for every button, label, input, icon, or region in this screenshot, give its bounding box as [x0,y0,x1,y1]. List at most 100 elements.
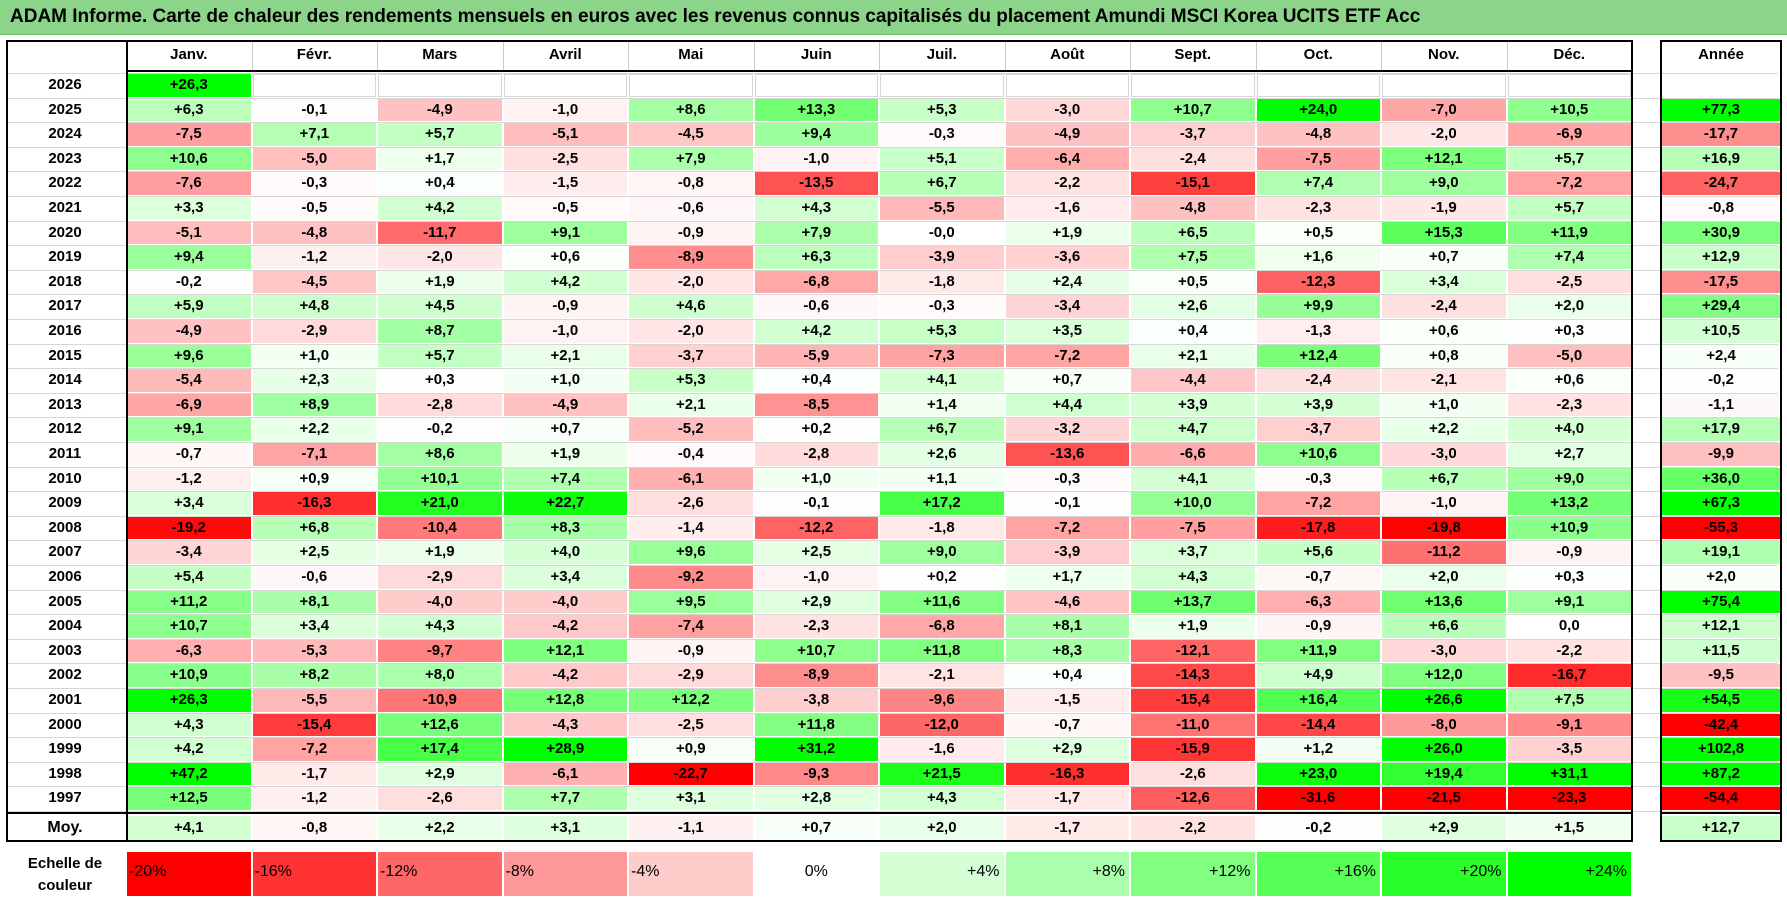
heatmap-cell: -4,2 [503,664,627,687]
row-gridline [6,196,1778,197]
heatmap-cell: -3,8 [754,689,878,712]
heatmap-cell: -3,4 [1005,295,1129,318]
heatmap-cell: -13,6 [1005,443,1129,466]
annual-cell: +67,3 [1661,492,1781,515]
heatmap-cell: +10,7 [754,639,878,663]
annual-cell: +36,0 [1661,467,1781,491]
row-year-label: 2004 [48,617,82,635]
heatmap-cell: +2,5 [252,541,376,564]
heatmap-cell: +4,8 [252,295,376,318]
heatmap-cell: -1,0 [503,98,627,122]
heatmap-cell: -7,2 [1005,516,1129,540]
heatmap-cell: +0,2 [754,418,878,441]
heatmap-cell: -9,1 [1507,713,1631,737]
heatmap-cell: +12,0 [1382,664,1506,687]
heatmap-cell: -11,2 [1382,541,1506,564]
heatmap-cell: -0,9 [629,221,753,245]
heatmap-cell: +6,7 [1382,467,1506,491]
heatmap-cell: +5,3 [880,98,1004,122]
heatmap-cell: +1,4 [880,393,1004,417]
row-year-label: 2023 [48,149,82,167]
heatmap-cell: -2,4 [1131,147,1255,171]
heatmap-cell: +2,6 [1131,295,1255,318]
heatmap-cell: +4,2 [503,270,627,294]
heatmap-cell: -31,6 [1256,787,1380,810]
heatmap-cell: +2,7 [1507,443,1631,466]
heatmap-cell: -1,2 [252,787,376,810]
heatmap-cell: +2,2 [252,418,376,441]
heatmap-cell [880,74,1004,97]
heatmap-cell: +10,9 [127,664,251,687]
heatmap-cell: -4,3 [503,713,627,737]
column-header: Juil. [879,40,1006,70]
heatmap-cell: +10,5 [1507,98,1631,122]
color-scale-cell: +4% [880,852,1004,896]
heatmap-cell: -1,6 [880,738,1004,761]
heatmap-cell: -0,6 [252,566,376,589]
row-gridline [6,811,1778,812]
heatmap-cell: -2,0 [1382,123,1506,146]
color-scale-cell: +20% [1382,852,1506,896]
heatmap-cell: +0,5 [1256,221,1380,245]
heatmap-cell: -6,4 [1005,147,1129,171]
heatmap-cell: -0,3 [1005,467,1129,491]
heatmap-cell [378,74,502,97]
heatmap-cell: +2,3 [252,369,376,392]
heatmap-cell: -4,9 [127,320,251,343]
heatmap-cell: +6,6 [1382,615,1506,638]
heatmap-cell: -7,0 [1382,98,1506,122]
heatmap-cell: -19,2 [127,516,251,540]
column-header: Déc. [1553,46,1586,63]
heatmap-cell: +6,8 [252,516,376,540]
heatmap-cell: +11,2 [127,590,251,614]
heatmap-cell [629,74,753,97]
heatmap-cell: -5,5 [880,197,1004,220]
heatmap-cell: +9,5 [629,590,753,614]
heatmap-cell: -3,7 [629,344,753,368]
heatmap-cell: -0,3 [880,295,1004,318]
row-gridline [6,122,1778,124]
row-year-label: 2009 [48,494,82,512]
annual-cell: -55,3 [1661,516,1781,540]
heatmap-cell: +17,2 [880,492,1004,515]
row-year-label: 2010 [48,469,82,487]
heatmap-cell: -0,4 [629,443,753,466]
heatmap-cell: +8,0 [378,664,502,687]
row-gridline [6,146,1778,148]
header-divider [126,70,1633,72]
heatmap-cell: -7,2 [252,738,376,761]
heatmap-cell: -9,2 [629,566,753,589]
heatmap-cell: +10,7 [127,615,251,638]
heatmap-cell: -2,9 [252,320,376,343]
heatmap-cell: +13,6 [1382,590,1506,614]
annual-average-cell: +12,7 [1661,816,1781,840]
row-gridline [6,663,1778,665]
heatmap-cell: -0,9 [1256,615,1380,638]
row-year-label: 2006 [48,568,82,585]
annual-cell: -9,5 [1661,664,1781,687]
heatmap-cell: -4,8 [1131,197,1255,220]
heatmap-cell: +31,1 [1507,762,1631,786]
heatmap-cell: +8,6 [629,98,753,122]
heatmap-cell [503,74,627,97]
heatmap-cell: -1,7 [1005,787,1129,810]
heatmap-cell: +11,6 [880,590,1004,614]
heatmap-cell: +12,4 [1256,344,1380,368]
heatmap-cell: +4,9 [1256,664,1380,687]
heatmap-cell: -3,0 [1382,639,1506,663]
annual-cell: +30,9 [1661,221,1781,245]
heatmap-cell: -0,5 [503,197,627,220]
annual-cell: +77,3 [1661,98,1781,122]
row-gridline [6,515,1778,517]
heatmap-cell: +1,0 [503,369,627,392]
heatmap-cell: +4,3 [880,787,1004,810]
heatmap-cell: +3,4 [127,492,251,515]
heatmap-cell: -15,4 [1131,689,1255,712]
average-cell: +3,1 [503,816,627,840]
heatmap-cell: -7,2 [1507,172,1631,195]
heatmap-cell: -6,3 [127,639,251,663]
chart-title: ADAM Informe. Carte de chaleur des rende… [10,6,1421,27]
heatmap-cell: +2,1 [1131,344,1255,368]
row-year-label: 2007 [48,543,82,561]
row-year-label: 2019 [48,248,82,266]
